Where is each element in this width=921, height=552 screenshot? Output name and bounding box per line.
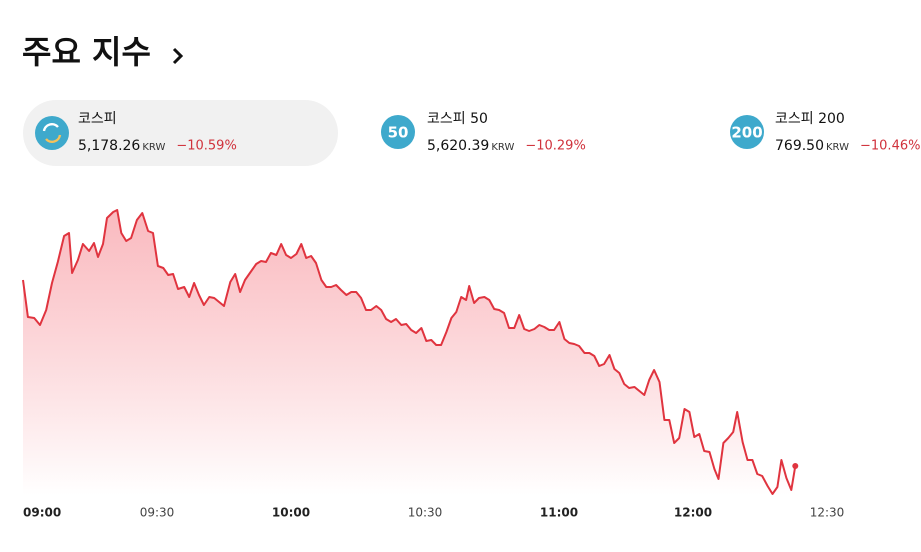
chevron[interactable] [172, 47, 184, 65]
x-tick-label: 12:30 [810, 506, 845, 520]
index-card[interactable]: 코스피 5,178.26 KRW −10.59% [78, 111, 237, 154]
chart: 09:00 09:30 10:00 10:30 11:00 12:00 12:30 [22, 209, 845, 520]
section-title[interactable]: 주요 지수 [22, 33, 151, 71]
card-icon[interactable] [730, 115, 764, 149]
index-value[interactable]: 5,178.26 [78, 138, 140, 154]
area-fill [23, 210, 796, 495]
change[interactable]: −10.46% [860, 139, 920, 154]
x-tick-label: 11:00 [540, 506, 578, 520]
x-tick-label: 09:00 [23, 506, 61, 520]
unit[interactable]: KRW [142, 142, 165, 153]
header[interactable]: 주요 지수 [22, 33, 184, 71]
unit[interactable]: KRW [826, 142, 849, 153]
index-name[interactable]: 코스피 50 [427, 111, 488, 127]
index-name[interactable]: 코스피 200 [775, 111, 845, 127]
badge[interactable]: 50 [388, 124, 409, 142]
x-tick-label: 10:00 [272, 506, 310, 520]
change[interactable]: −10.59% [176, 139, 236, 154]
last-point [792, 463, 799, 469]
price-line [22, 209, 797, 495]
x-tick-label: 10:30 [408, 506, 443, 520]
x-tick-label: 09:30 [140, 506, 175, 520]
active-card-bg[interactable] [23, 100, 338, 166]
x-tick-label: 12:00 [674, 506, 712, 520]
badge[interactable]: 200 [731, 124, 762, 142]
change[interactable]: −10.29% [525, 139, 585, 154]
card-icon[interactable] [35, 116, 69, 150]
index-card[interactable]: 50 코스피 50 5,620.39 KRW −10.29% [388, 111, 586, 154]
index-value[interactable]: 769.50 [775, 138, 824, 154]
index-name[interactable]: 코스피 [78, 111, 117, 127]
index-value[interactable]: 5,620.39 [427, 138, 489, 154]
card-icon[interactable] [381, 115, 415, 149]
unit[interactable]: KRW [491, 142, 514, 153]
index-card[interactable]: 200 코스피 200 769.50 KRW −10.46% [731, 111, 920, 154]
